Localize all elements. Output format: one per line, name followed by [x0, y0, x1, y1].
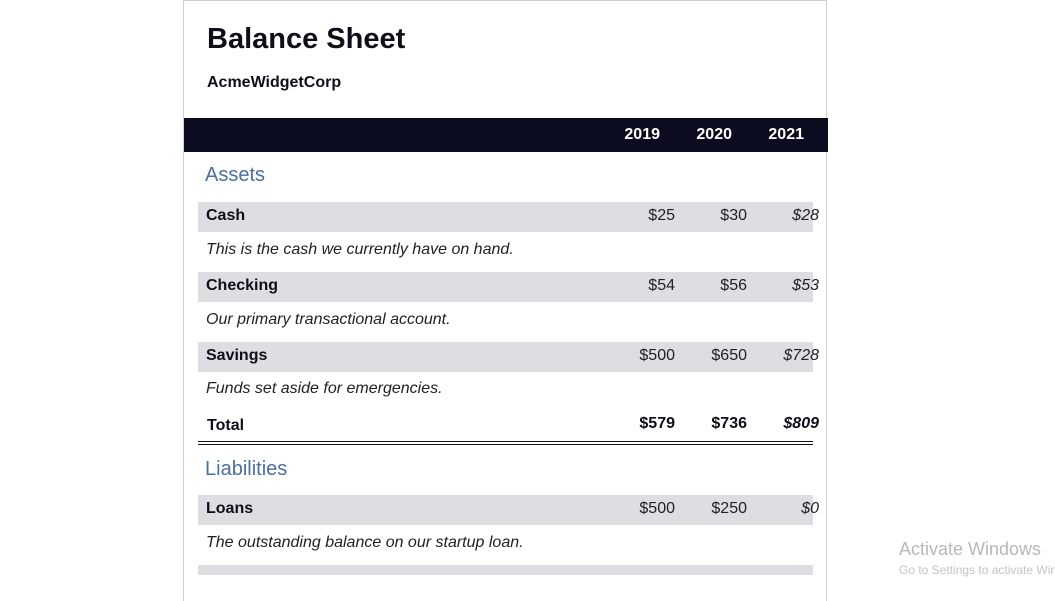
- row-label: Savings: [206, 347, 268, 364]
- value-2020: $650: [711, 347, 747, 364]
- row-label: Loans: [206, 500, 254, 517]
- table-row-loans: Loans $500 $250 $0: [198, 495, 819, 525]
- value-2021: $53: [792, 277, 819, 294]
- row-description-cash: This is the cash we currently have on ha…: [206, 241, 514, 258]
- table-row-savings: Savings $500 $650 $728: [198, 342, 819, 372]
- section-heading-liabilities: Liabilities: [205, 458, 288, 480]
- company-name: AcmeWidgetCorp: [207, 74, 342, 91]
- row-description-savings: Funds set aside for emergencies.: [206, 380, 443, 397]
- value-2020: $56: [720, 277, 747, 294]
- table-row-cash: Cash $25 $30 $28: [198, 202, 819, 232]
- activate-windows-subtext: Go to Settings to activate Windows.: [899, 563, 1055, 577]
- value-2021: $28: [792, 207, 819, 224]
- balance-sheet: Balance Sheet AcmeWidgetCorp 2019 2020 2…: [183, 0, 828, 601]
- page-title: Balance Sheet: [207, 23, 406, 55]
- value-2021: $0: [801, 500, 819, 517]
- total-label: Total: [207, 417, 245, 434]
- year-header-2020: 2020: [696, 126, 732, 143]
- row-description-checking: Our primary transactional account.: [206, 311, 451, 328]
- activate-windows-watermark: Activate Windows: [899, 539, 1042, 559]
- table-row-checking: Checking $54 $56 $53: [198, 272, 819, 302]
- value-2019: $500: [639, 500, 675, 517]
- year-header-2019: 2019: [624, 126, 660, 143]
- section-heading-assets: Assets: [205, 164, 266, 186]
- table-row-total: Total $579 $736 $809: [198, 411, 819, 445]
- year-header-2021: 2021: [768, 126, 804, 143]
- row-label: Checking: [206, 277, 279, 294]
- total-2021: $809: [783, 415, 819, 432]
- year-header-bar: 2019 2020 2021: [184, 118, 828, 152]
- table-row-partial: [198, 565, 813, 575]
- row-label: Cash: [206, 207, 246, 224]
- value-2019: $500: [639, 347, 675, 364]
- value-2020: $250: [711, 500, 747, 517]
- row-description-loans: The outstanding balance on our startup l…: [206, 534, 524, 551]
- value-2021: $728: [783, 347, 819, 364]
- value-2019: $25: [648, 207, 675, 224]
- total-2020: $736: [711, 415, 747, 432]
- value-2020: $30: [720, 207, 747, 224]
- value-2019: $54: [648, 277, 675, 294]
- total-2019: $579: [639, 415, 675, 432]
